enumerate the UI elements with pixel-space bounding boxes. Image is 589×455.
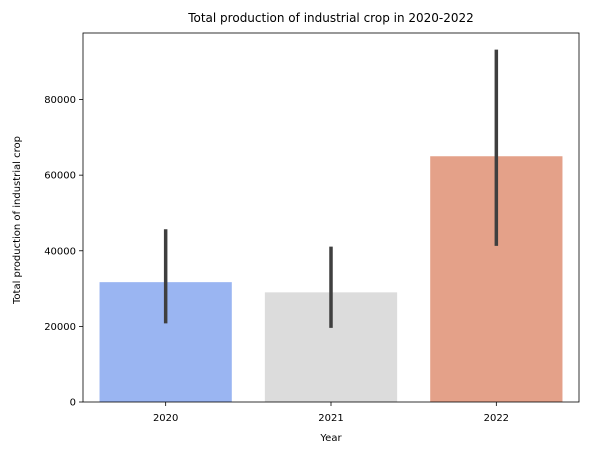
x-axis: 2020 2021 2022	[153, 402, 509, 424]
y-axis: 0 20000 40000 60000 80000	[44, 95, 83, 409]
y-axis-label: Total production of industrial crop	[12, 136, 23, 305]
x-axis-label: Year	[319, 433, 342, 444]
error-bars-layer	[163, 49, 499, 328]
x-tick-label-2021: 2021	[318, 413, 343, 424]
y-tick-label-20000: 20000	[44, 322, 76, 333]
chart-title: Total production of industrial crop in 2…	[187, 11, 474, 25]
y-tick-label-60000: 60000	[44, 171, 76, 182]
x-tick-label-2022: 2022	[484, 413, 509, 424]
y-tick-label-0: 0	[70, 398, 76, 409]
y-tick-label-80000: 80000	[44, 95, 76, 106]
x-tick-label-2020: 2020	[153, 413, 178, 424]
y-tick-label-40000: 40000	[44, 246, 76, 257]
